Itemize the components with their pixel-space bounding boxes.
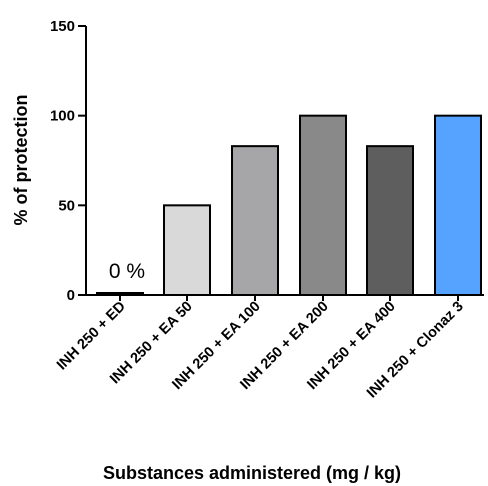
bar-5	[366, 145, 414, 296]
annotations: 0 %	[109, 260, 145, 283]
bars	[96, 114, 482, 296]
y-tick-label: 50	[58, 197, 75, 214]
bar-annotation: 0 %	[109, 260, 145, 283]
y-tick-label: 100	[50, 108, 75, 125]
y-tick-label: 0	[67, 287, 75, 304]
axes	[85, 26, 484, 296]
bar-3	[231, 145, 279, 296]
y-ticks: 0 50 100 150	[50, 18, 86, 304]
bar-2	[163, 204, 211, 296]
bar-4	[299, 114, 347, 296]
y-tick-label: 150	[50, 18, 75, 35]
x-axis-title: Substances administered (mg / kg)	[103, 463, 401, 483]
bar-6	[434, 114, 482, 296]
y-axis-title: % of protection	[11, 95, 31, 226]
x-category-label: INH 250 + ED	[54, 299, 129, 374]
